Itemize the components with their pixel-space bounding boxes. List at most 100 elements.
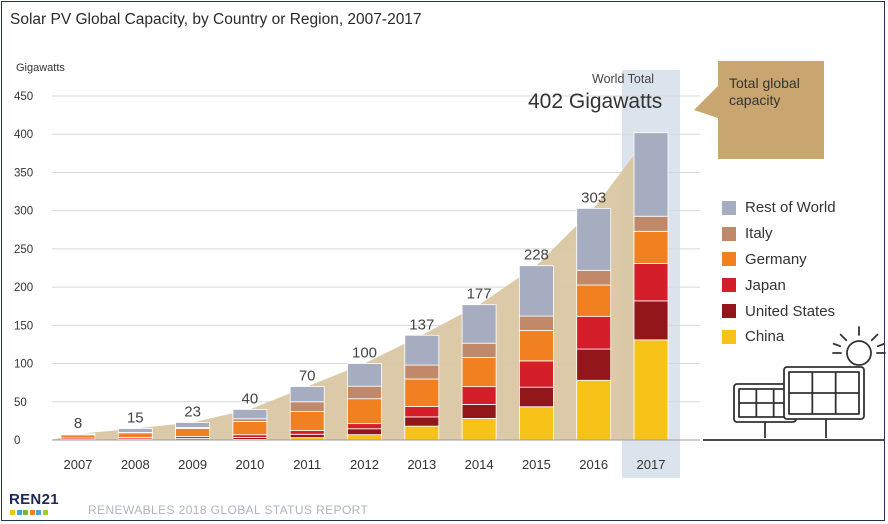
callout-pointer xyxy=(694,86,718,118)
legend-swatch xyxy=(722,304,736,319)
bar-2009-rest-of-world xyxy=(175,422,211,428)
y-tick-350: 350 xyxy=(14,167,33,179)
legend-item-china: China xyxy=(722,324,836,350)
legend-label: China xyxy=(745,328,785,346)
x-tick-2013: 2013 xyxy=(407,457,436,472)
bar-2014-germany xyxy=(461,357,497,388)
bar-2015-germany xyxy=(519,330,554,362)
ren21-logo-dots xyxy=(10,510,49,515)
bar-2012-united-states xyxy=(347,428,382,436)
total-capacity-area xyxy=(51,132,651,440)
legend-label: Germany xyxy=(745,250,807,268)
total-label-2010: 40 xyxy=(242,390,259,407)
bar-2014-japan xyxy=(461,386,497,405)
x-tick-2008: 2008 xyxy=(121,457,150,472)
world-total-value: 402 Gigawatts xyxy=(528,90,663,113)
legend-item-germany: Germany xyxy=(722,247,836,273)
total-label-2009: 23 xyxy=(184,403,201,420)
callout-box xyxy=(718,61,824,159)
bar-2012-germany xyxy=(347,398,382,425)
legend-label: Rest of World xyxy=(745,199,836,217)
bar-2013-rest-of-world xyxy=(404,334,440,366)
bar-2013-germany xyxy=(404,378,440,407)
solar-panel-icon xyxy=(703,366,885,441)
bar-2017-italy xyxy=(633,215,669,232)
bar-2015-united-states xyxy=(519,386,554,408)
chart-title: Solar PV Global Capacity, by Country or … xyxy=(10,11,422,28)
legend-swatch xyxy=(722,329,736,344)
bar-2011-rest-of-world xyxy=(289,386,325,403)
y-tick-300: 300 xyxy=(14,206,33,218)
bar-2015-italy xyxy=(519,315,554,331)
x-tick-2017: 2017 xyxy=(637,457,666,472)
total-label-2016: 303 xyxy=(581,189,606,206)
x-tick-2010: 2010 xyxy=(235,457,264,472)
bar-2016-rest-of-world xyxy=(576,207,612,271)
total-label-2014: 177 xyxy=(467,286,492,303)
x-tick-2014: 2014 xyxy=(465,457,494,472)
bar-2012-china xyxy=(347,434,382,441)
legend-item-united-states: United States xyxy=(722,298,836,324)
world-total-label: World Total xyxy=(592,72,655,86)
bar-2011-japan xyxy=(289,430,325,435)
bar-2014-rest-of-world xyxy=(461,304,497,344)
legend-item-italy: Italy xyxy=(722,221,836,247)
bar-2011-germany xyxy=(289,411,325,431)
bar-2016-united-states xyxy=(576,348,612,381)
bar-2012-rest-of-world xyxy=(347,363,382,387)
bar-2011-united-states xyxy=(289,433,325,439)
total-label-2013: 137 xyxy=(409,316,434,333)
bar-2010-japan xyxy=(232,434,268,438)
legend-swatch xyxy=(722,252,736,267)
bar-2011-italy xyxy=(289,401,325,412)
y-axis-label: Gigawatts xyxy=(16,62,65,74)
legend-swatch xyxy=(722,278,736,293)
bar-2014-china xyxy=(461,418,497,441)
total-label-2008: 15 xyxy=(127,410,144,427)
legend-item-rest-of-world: Rest of World xyxy=(722,195,836,221)
legend-label: United States xyxy=(745,302,836,320)
bar-2017-germany xyxy=(633,230,669,264)
y-tick-50: 50 xyxy=(14,397,27,409)
x-tick-2011: 2011 xyxy=(293,457,321,472)
legend-swatch xyxy=(722,200,736,215)
bar-2014-italy xyxy=(461,342,497,358)
bar-2016-japan xyxy=(576,315,612,350)
bar-2008-rest-of-world xyxy=(117,428,153,433)
x-tick-2016: 2016 xyxy=(579,457,608,472)
legend: Rest of World Italy Germany Japan United Sta… xyxy=(722,195,836,350)
y-tick-150: 150 xyxy=(14,320,33,332)
bar-2016-germany xyxy=(576,284,612,317)
bar-2017-rest-of-world xyxy=(633,132,669,217)
x-tick-2007: 2007 xyxy=(64,457,93,472)
ren21-logo: REN21 xyxy=(9,491,59,508)
legend-label: Italy xyxy=(745,225,773,243)
legend-swatch xyxy=(722,226,736,241)
y-tick-450: 450 xyxy=(14,91,33,103)
total-label-2011: 70 xyxy=(299,367,316,384)
legend-label: Japan xyxy=(745,276,786,294)
y-tick-100: 100 xyxy=(14,359,33,371)
bar-2010-germany xyxy=(232,421,268,436)
bar-2012-japan xyxy=(347,423,382,430)
x-tick-2009: 2009 xyxy=(178,457,207,472)
bar-2013-united-states xyxy=(404,416,440,427)
bar-2017-china xyxy=(633,339,669,441)
y-tick-250: 250 xyxy=(14,244,33,256)
x-tick-2012: 2012 xyxy=(350,457,379,472)
report-name: RENEWABLES 2018 GLOBAL STATUS REPORT xyxy=(88,503,369,517)
total-label-2015: 228 xyxy=(524,247,549,264)
y-tick-0: 0 xyxy=(14,435,20,447)
sun-icon xyxy=(832,326,886,366)
bar-2010-rest-of-world xyxy=(232,409,268,420)
bar-2017-united-states xyxy=(633,300,669,341)
bar-2016-italy xyxy=(576,269,612,286)
bar-2015-china xyxy=(519,406,554,441)
y-tick-200: 200 xyxy=(14,282,33,294)
bar-2014-united-states xyxy=(461,404,497,419)
legend-item-japan: Japan xyxy=(722,272,836,298)
bar-2017-japan xyxy=(633,263,669,302)
bar-2015-japan xyxy=(519,360,554,388)
bar-2007-germany xyxy=(60,434,96,439)
